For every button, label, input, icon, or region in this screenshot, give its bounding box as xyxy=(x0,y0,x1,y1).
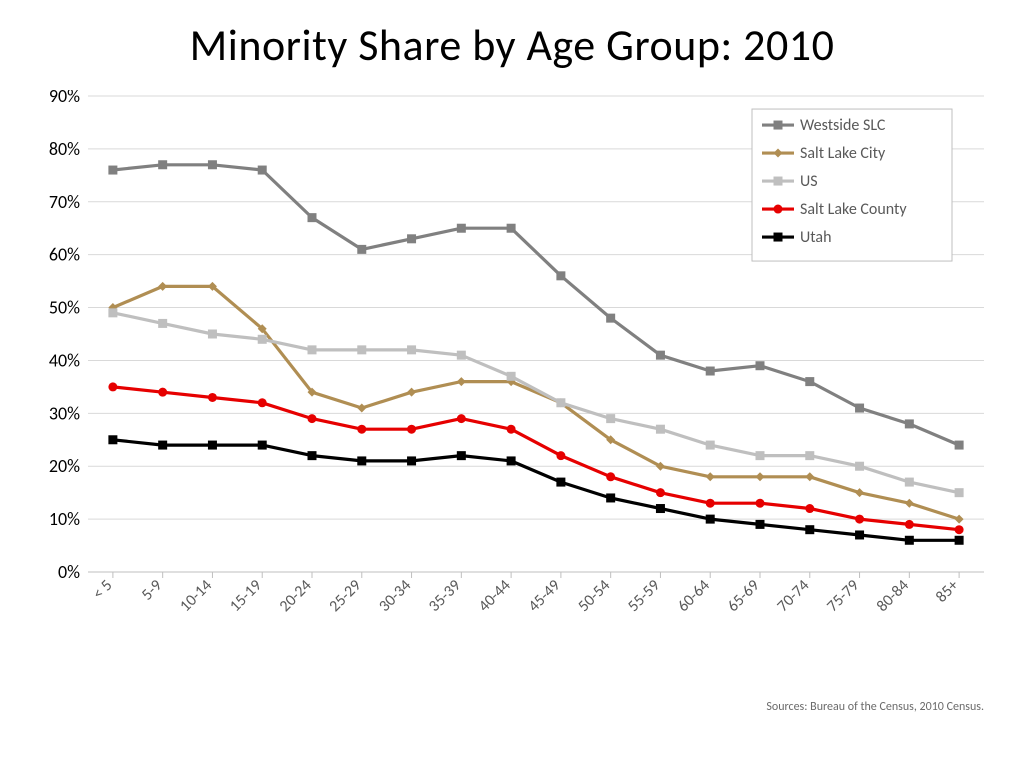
source-caption: Sources: Bureau of the Census, 2010 Cens… xyxy=(766,700,984,714)
legend-label: Salt Lake City xyxy=(800,144,886,163)
legend-label: Salt Lake County xyxy=(800,200,907,219)
legend-label: Utah xyxy=(800,228,832,247)
y-axis-tick: 30% xyxy=(49,402,80,424)
legend-label: Westside SLC xyxy=(800,116,886,135)
y-axis-tick: 20% xyxy=(49,455,80,477)
minority-share-chart: 0%10%20%30%40%50%60%70%80%90%< 55-910-14… xyxy=(30,90,994,650)
y-axis-tick: 90% xyxy=(49,90,80,107)
legend-label: US xyxy=(800,172,818,191)
y-axis-tick: 40% xyxy=(49,349,80,371)
page-title: Minority Share by Age Group: 2010 xyxy=(0,18,1024,72)
y-axis-tick: 80% xyxy=(49,138,80,160)
chart-container: 0%10%20%30%40%50%60%70%80%90%< 55-910-14… xyxy=(30,90,994,650)
y-axis-tick: 70% xyxy=(49,191,80,213)
y-axis-tick: 0% xyxy=(58,561,80,583)
y-axis-tick: 50% xyxy=(49,297,80,319)
y-axis-tick: 60% xyxy=(49,244,80,266)
legend: Westside SLC Salt Lake City US Salt Lake Co… xyxy=(752,109,952,261)
y-axis-tick: 10% xyxy=(49,508,80,530)
